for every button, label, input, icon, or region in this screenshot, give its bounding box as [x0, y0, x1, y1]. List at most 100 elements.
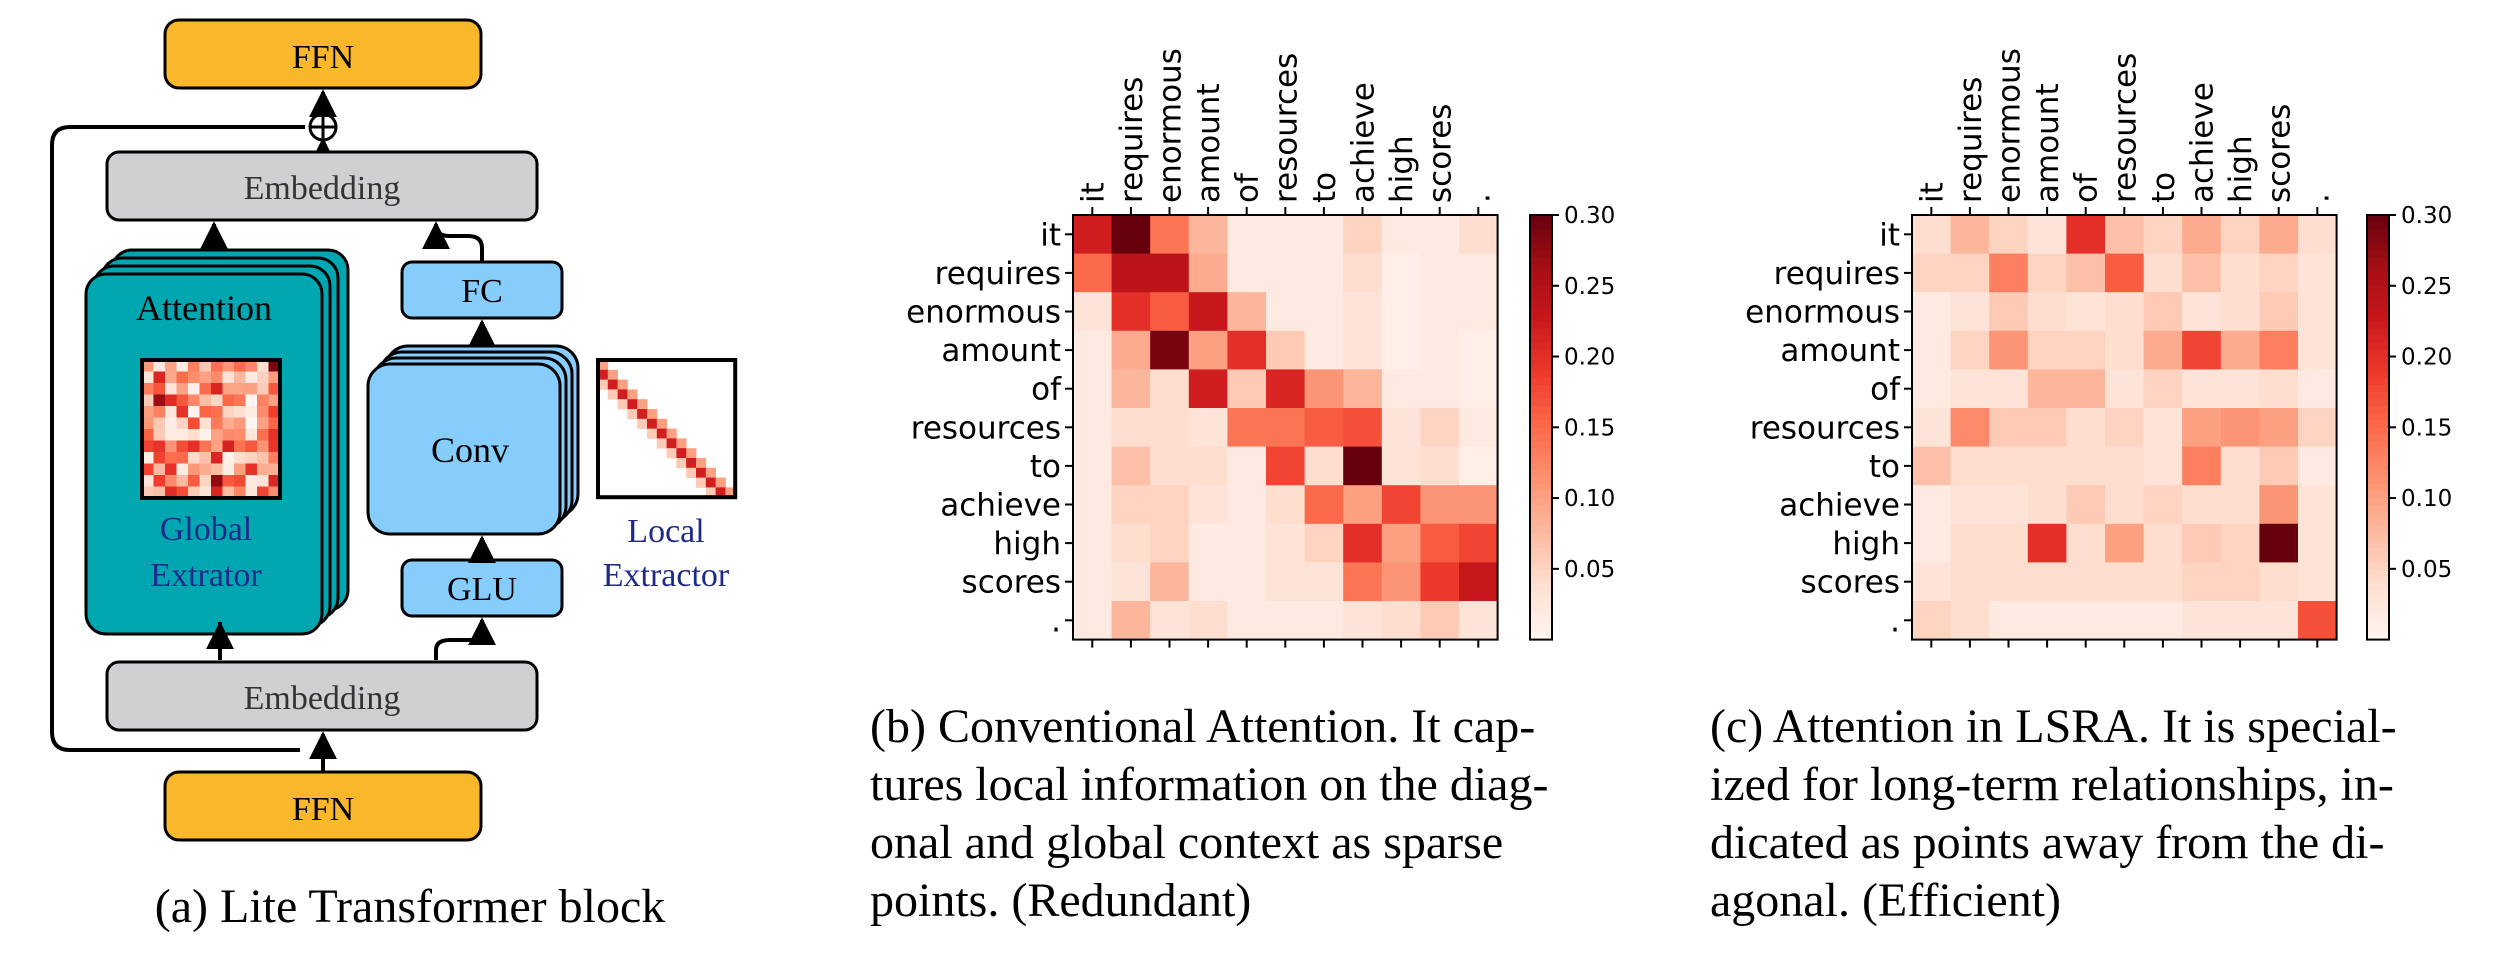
heatmap-cell-0-3: [2027, 215, 2067, 255]
heatmap-cell-3-0: [1073, 330, 1113, 370]
heatmap-cell-7-6: [1304, 485, 1344, 525]
y-tick-label: scores: [962, 565, 1061, 601]
heatmap-cell-3-10: [1459, 330, 1499, 370]
heatmap-cell-5-3: [1188, 408, 1228, 448]
heatmap-cell-9-1: [1111, 562, 1151, 602]
y-tick-label: high: [1832, 526, 1900, 562]
heatmap-cell-2-2: [1150, 292, 1190, 332]
heatmap-cell-3-2: [1989, 330, 2029, 370]
heatmap-cell-9-3: [2027, 562, 2067, 602]
heatmap-cell-3-9: [1420, 330, 1460, 370]
colorbar-tick-label: 0.30: [2401, 203, 2452, 229]
heatmap-cell-10-4: [2066, 601, 2106, 641]
heatmap-cell-10-9: [1420, 601, 1460, 641]
x-tick-label: of: [1230, 172, 1266, 203]
heatmap-cell-5-2: [1150, 408, 1190, 448]
y-tick-label: enormous: [906, 295, 1061, 331]
y-tick-label: resources: [911, 410, 1061, 446]
colorbar-tick-label: 0.15: [1564, 415, 1615, 441]
colorbar-tick-label: 0.25: [2401, 274, 2452, 300]
heatmap-cell-4-5: [2105, 369, 2145, 409]
heatmap-cell-1-0: [1073, 253, 1113, 293]
heatmap-cell-6-9: [1420, 446, 1460, 486]
heatmap-cell-9-7: [2182, 562, 2222, 602]
heatmap-cell-8-5: [1266, 523, 1306, 563]
heatmap-cell-4-8: [1381, 369, 1421, 409]
x-tick-label: .: [1461, 193, 1497, 203]
heatmap-cell-5-10: [2298, 408, 2338, 448]
heatmap-cell-0-6: [2143, 215, 2183, 255]
heatmap-cell-8-10: [2298, 523, 2338, 563]
heatmap-cell-8-2: [1989, 523, 2029, 563]
y-tick-label: high: [993, 526, 1061, 562]
heatmap-cell-9-1: [1950, 562, 1990, 602]
heatmap-cell-0-10: [1459, 215, 1499, 255]
heatmap-cell-8-6: [1304, 523, 1344, 563]
x-tick-label: it: [1075, 182, 1111, 203]
heatmap-cell-9-2: [1150, 562, 1190, 602]
heatmap-cell-3-8: [1381, 330, 1421, 370]
x-tick-label: achieve: [1346, 82, 1382, 203]
caption-c-line4: agonal. (Efficient): [1710, 874, 2061, 927]
y-tick-label: requires: [1774, 256, 1900, 292]
heatmap-cell-3-0: [1912, 330, 1952, 370]
heatmap-cell-6-4: [1227, 446, 1267, 486]
heatmap-cell-10-7: [1343, 601, 1383, 641]
heatmap-cell-3-1: [1950, 330, 1990, 370]
heatmap-cell-6-8: [2220, 446, 2260, 486]
heatmap-cell-5-0: [1912, 408, 1952, 448]
global-attention-thumbnail: [140, 358, 282, 500]
heatmap-cell-2-6: [2143, 292, 2183, 332]
heatmap-cell-0-5: [1266, 215, 1306, 255]
heatmap-cell-7-2: [1150, 485, 1190, 525]
y-tick-label: it: [1879, 217, 1900, 253]
heatmap-cell-6-1: [1111, 446, 1151, 486]
residual-connection: [50, 125, 305, 752]
heatmap-cell-9-5: [2105, 562, 2145, 602]
heatmap-cell-7-9: [2259, 485, 2299, 525]
y-tick-label: .: [1051, 603, 1061, 639]
heatmap-cell-1-2: [1989, 253, 2029, 293]
heatmap-cell-6-10: [1459, 446, 1499, 486]
heatmap-cell-0-10: [2298, 215, 2338, 255]
heatmap-cell-9-8: [1381, 562, 1421, 602]
heatmap-cell-9-9: [2259, 562, 2299, 602]
heatmap-cell-7-2: [1989, 485, 2029, 525]
heatmap-cell-1-8: [2220, 253, 2260, 293]
x-tick-label: achieve: [2185, 82, 2221, 203]
global-label-line1: Global: [160, 511, 253, 548]
heatmap-cell-6-2: [1989, 446, 2029, 486]
heatmap-cell-2-3: [1188, 292, 1228, 332]
caption-c-line2: ized for long-term relationships, in-: [1710, 758, 2394, 811]
heatmap-cell-2-2: [1989, 292, 2029, 332]
heatmap-cell-7-8: [1381, 485, 1421, 525]
heatmap-cell-5-4: [2066, 408, 2106, 448]
heatmap-cell-5-9: [1420, 408, 1460, 448]
x-tick-label: it: [1914, 182, 1950, 203]
heatmap-cell-2-10: [1459, 292, 1499, 332]
heatmap-cell-0-8: [1381, 215, 1421, 255]
heatmap-cell-8-9: [1420, 523, 1460, 563]
heatmap-cell-10-6: [2143, 601, 2183, 641]
heatmap-cell-8-4: [2066, 523, 2106, 563]
heatmap-cell-4-9: [2259, 369, 2299, 409]
y-tick-label: scores: [1801, 565, 1900, 601]
heatmap-cell-4-3: [1188, 369, 1228, 409]
heatmap-cell-0-9: [2259, 215, 2299, 255]
heatmap-cell-5-2: [1989, 408, 2029, 448]
conv-label: Conv: [431, 430, 509, 470]
caption-b-line4: points. (Redundant): [870, 874, 1251, 927]
heatmap-cell-1-10: [1459, 253, 1499, 293]
heatmap-cell-2-0: [1912, 292, 1952, 332]
heatmap-cell-5-7: [1343, 408, 1383, 448]
heatmap-cell-0-7: [1343, 215, 1383, 255]
heatmap-cell-0-5: [2105, 215, 2145, 255]
heatmap-cell-6-7: [2182, 446, 2222, 486]
heatmap-cell-7-5: [2105, 485, 2145, 525]
heatmap-cell-1-9: [1420, 253, 1460, 293]
heatmap-cell-5-1: [1950, 408, 1990, 448]
caption-b-line2: tures local information on the diag-: [870, 758, 1548, 811]
conv-box: [366, 362, 562, 536]
ffn-top-box: [163, 18, 483, 90]
